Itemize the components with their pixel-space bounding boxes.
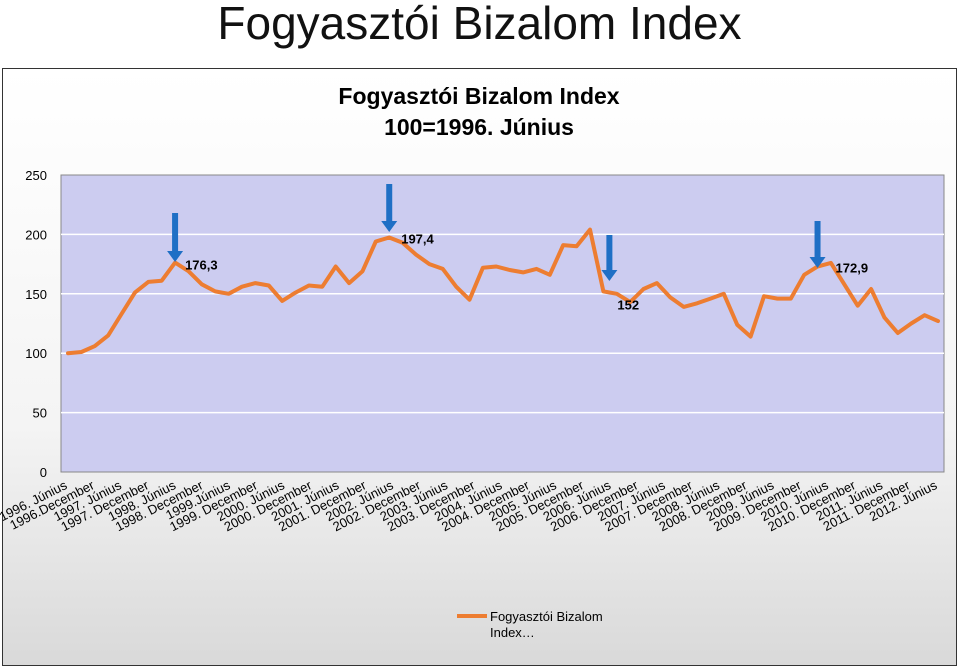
data-label: 197,4	[401, 231, 434, 246]
annotation-arrow-head	[601, 270, 618, 281]
annotation-arrow-head	[167, 251, 184, 262]
legend-label-line2: Index…	[490, 625, 535, 640]
plot-area	[60, 174, 945, 473]
chart-title: Fogyasztói Bizalom Index	[338, 83, 619, 109]
annotation-arrow-shaft	[814, 221, 821, 258]
series-line	[66, 227, 940, 356]
annotation-arrow-shaft	[606, 235, 613, 271]
y-tick-label: 250	[25, 168, 47, 183]
data-label: 172,9	[836, 261, 869, 276]
chart-subtitle: 100=1996. Június	[384, 114, 574, 140]
legend-label: Fogyasztói Bizalom Index…	[490, 609, 606, 640]
y-tick-label: 0	[40, 465, 47, 480]
annotation-arrow-head	[381, 221, 398, 232]
y-tick-label: 50	[33, 406, 47, 421]
y-tick-label: 150	[25, 287, 47, 302]
legend-label-line1: Fogyasztói Bizalom	[490, 609, 603, 624]
annotation-arrow-head	[809, 257, 826, 268]
y-axis: 0 50 100 150 200 250	[25, 168, 47, 480]
annotation-arrow-shaft	[386, 184, 393, 222]
data-label: 152	[617, 297, 639, 312]
data-label: 176,3	[185, 258, 218, 273]
legend: Fogyasztói Bizalom Index…	[457, 609, 606, 640]
y-tick-label: 200	[25, 227, 47, 242]
annotations: 176,3 197,4 152 172,9	[167, 184, 868, 312]
gridlines	[61, 233, 944, 414]
slide-title: Fogyasztói Bizalom Index	[217, 0, 742, 49]
y-tick-label: 100	[25, 346, 47, 361]
annotation-arrow-shaft	[172, 213, 179, 252]
